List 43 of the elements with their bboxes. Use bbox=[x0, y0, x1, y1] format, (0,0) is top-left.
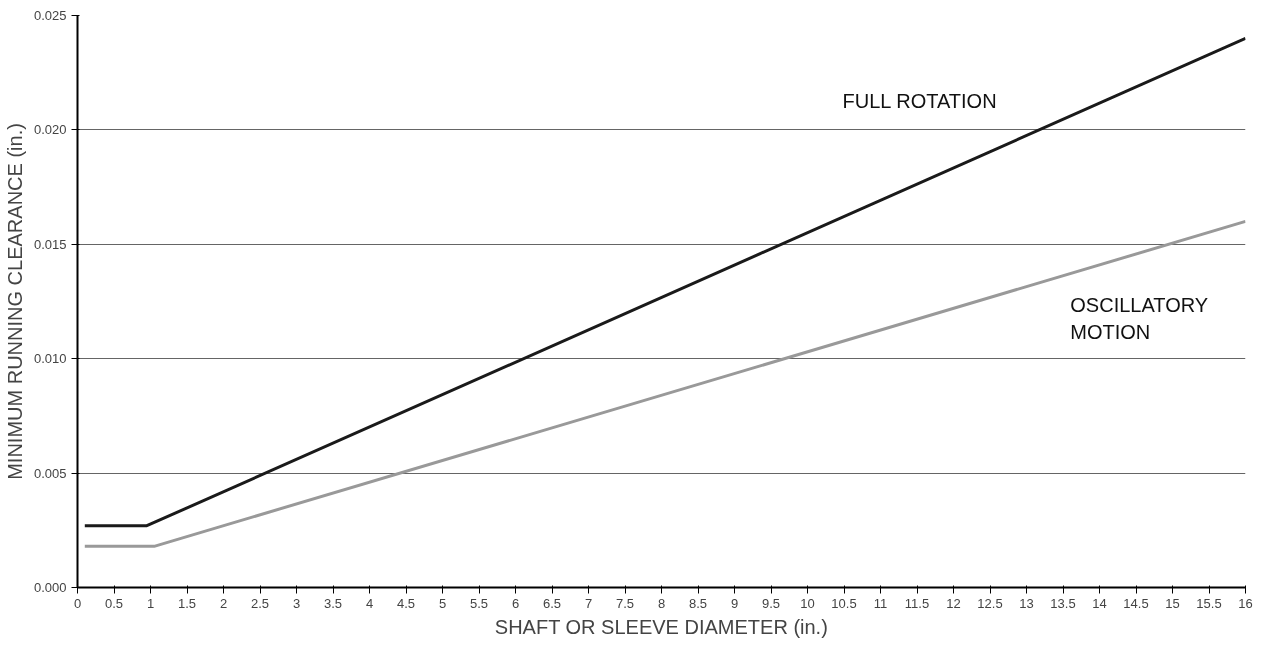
x-tick-label: 1 bbox=[146, 595, 155, 611]
x-tick-label: 6 bbox=[511, 595, 520, 611]
x-tick-label: 4 bbox=[365, 595, 374, 611]
x-tick-label: 4.5 bbox=[396, 595, 416, 611]
series-label: FULL ROTATION bbox=[842, 90, 997, 113]
x-tick-label: 10.5 bbox=[831, 595, 857, 611]
x-tick-label: 2 bbox=[219, 595, 228, 611]
x-tick-label: 15.5 bbox=[1196, 595, 1222, 611]
x-tick-label: 1.5 bbox=[177, 595, 197, 611]
x-tick-label: 16 bbox=[1238, 595, 1253, 611]
x-tick-label: 12 bbox=[946, 595, 961, 611]
x-tick-label: 12.5 bbox=[977, 595, 1003, 611]
y-tick-label: 0.025 bbox=[33, 8, 67, 23]
y-tick-label: 0.020 bbox=[33, 122, 67, 138]
x-tick-label: 7 bbox=[584, 595, 593, 611]
x-tick-label: 8 bbox=[657, 595, 666, 611]
x-tick-label: 5 bbox=[438, 595, 447, 611]
x-tick-label: 3 bbox=[292, 595, 301, 611]
y-tick-label: 0.000 bbox=[33, 580, 67, 595]
x-tick-label: 14 bbox=[1092, 595, 1107, 611]
x-tick-label: 8.5 bbox=[688, 595, 708, 611]
x-tick-label: 2.5 bbox=[250, 595, 270, 611]
y-axis-title: MINIMUM RUNNING CLEARANCE (in.) bbox=[3, 123, 26, 480]
x-tick-label: 13.5 bbox=[1050, 595, 1076, 611]
x-tick-label: 10 bbox=[800, 595, 815, 611]
x-tick-label: 15 bbox=[1165, 595, 1180, 611]
x-tick-label: 6.5 bbox=[542, 595, 562, 611]
x-tick-label: 0 bbox=[73, 595, 82, 611]
x-tick-label: 11.5 bbox=[904, 595, 930, 611]
x-tick-label: 3.5 bbox=[323, 595, 343, 611]
x-tick-label: 11 bbox=[873, 595, 888, 611]
x-tick-label: 0.5 bbox=[104, 595, 124, 611]
x-axis-title: SHAFT OR SLEEVE DIAMETER (in.) bbox=[494, 615, 828, 638]
y-tick-label: 0.010 bbox=[33, 351, 67, 367]
y-tick-label: 0.005 bbox=[33, 465, 67, 481]
x-tick-label: 7.5 bbox=[615, 595, 635, 611]
y-tick-label: 0.015 bbox=[33, 236, 67, 252]
x-tick-label: 13 bbox=[1019, 595, 1034, 611]
x-tick-label: 9 bbox=[730, 595, 739, 611]
x-tick-label: 5.5 bbox=[469, 595, 489, 611]
x-tick-label: 9.5 bbox=[761, 595, 781, 611]
series-label: OSCILLATORY MOTION bbox=[1070, 294, 1209, 343]
x-tick-label: 14.5 bbox=[1123, 595, 1149, 611]
